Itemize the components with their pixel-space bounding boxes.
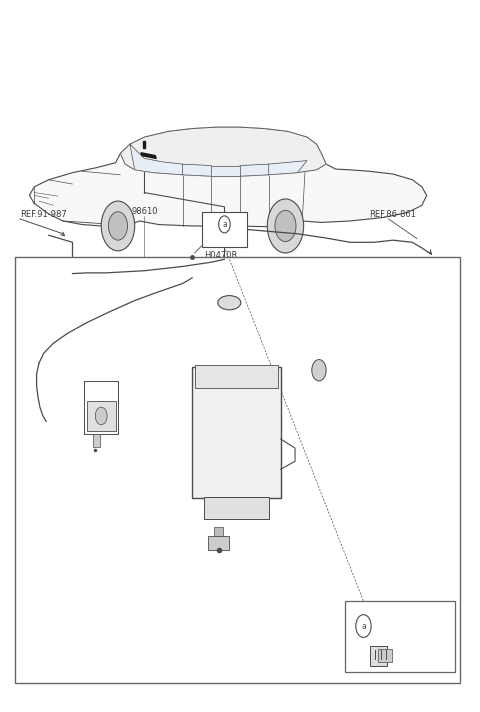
Text: 98515A: 98515A	[120, 400, 153, 409]
Polygon shape	[211, 166, 240, 176]
Polygon shape	[144, 142, 145, 148]
Ellipse shape	[218, 295, 241, 310]
Circle shape	[219, 216, 230, 233]
Circle shape	[275, 210, 296, 241]
Circle shape	[95, 407, 107, 425]
Polygon shape	[120, 127, 326, 176]
Text: a: a	[361, 622, 366, 631]
Bar	[370, 646, 387, 666]
Bar	[208, 536, 229, 550]
Text: 98520C: 98520C	[203, 561, 235, 570]
Text: REF.91-987: REF.91-987	[20, 210, 67, 219]
Polygon shape	[269, 161, 307, 174]
Circle shape	[108, 211, 128, 240]
Text: 98510A: 98510A	[120, 386, 153, 395]
Circle shape	[312, 360, 326, 381]
Polygon shape	[29, 127, 427, 226]
Text: 98620: 98620	[163, 431, 190, 439]
Text: 98610: 98610	[131, 207, 157, 216]
Text: H0790R: H0790R	[15, 329, 48, 337]
Bar	[93, 434, 100, 447]
Bar	[194, 365, 278, 388]
Text: H0710R: H0710R	[144, 330, 178, 339]
Polygon shape	[240, 164, 269, 176]
Text: 98623: 98623	[251, 298, 277, 307]
Polygon shape	[130, 145, 182, 174]
Text: 98880: 98880	[211, 236, 238, 245]
Bar	[204, 497, 269, 520]
Bar	[378, 649, 392, 661]
Text: 98516: 98516	[202, 239, 228, 248]
Circle shape	[101, 201, 135, 251]
Text: REF.86-861: REF.86-861	[369, 210, 416, 219]
Bar	[202, 212, 247, 246]
Bar	[192, 367, 281, 498]
Bar	[15, 256, 460, 683]
Text: 1125AD: 1125AD	[354, 355, 387, 364]
Text: 81199: 81199	[378, 622, 407, 631]
Text: 1125GB: 1125GB	[354, 345, 387, 353]
Circle shape	[267, 199, 304, 253]
Polygon shape	[141, 153, 156, 159]
Bar	[214, 528, 224, 536]
Circle shape	[356, 614, 371, 637]
Text: H0470R: H0470R	[204, 251, 238, 260]
Text: a: a	[222, 220, 227, 229]
Bar	[84, 381, 118, 434]
Polygon shape	[182, 164, 211, 176]
Bar	[345, 601, 456, 672]
Bar	[87, 402, 116, 431]
Text: 98516: 98516	[39, 293, 65, 301]
